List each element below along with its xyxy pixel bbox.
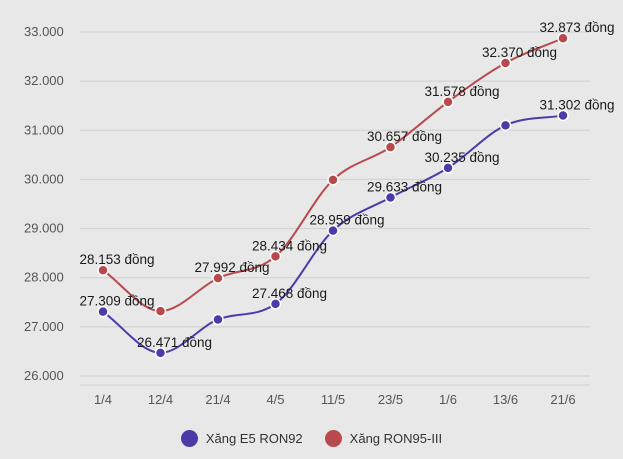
data-point	[212, 272, 224, 284]
line-chart: 26.000 27.000 28.000 29.000 30.000 31.000 32.0…	[24, 20, 615, 407]
data-point	[327, 224, 339, 237]
legend-swatch-ron95	[324, 430, 342, 447]
x-tick-label: 11/5	[321, 392, 345, 407]
data-label: 28.959 đồng	[309, 213, 384, 228]
data-label: 27.468 đồng	[252, 286, 327, 301]
y-tick-label: 29.000	[24, 221, 64, 236]
x-tick-label: 13/6	[493, 392, 518, 407]
x-tick-label: 4/5	[266, 392, 284, 407]
y-tick-label: 30.000	[24, 171, 64, 186]
data-label: 31.302 đồng	[539, 97, 614, 112]
legend-item-ron95[interactable]: Xăng RON95-III	[324, 430, 443, 447]
y-tick-label: 33.000	[24, 24, 64, 39]
data-point	[154, 305, 167, 317]
data-label: 32.873 đồng	[539, 20, 614, 35]
data-point	[442, 162, 454, 174]
data-point	[384, 191, 397, 204]
data-point	[269, 250, 282, 263]
x-tick-label: 12/4	[148, 392, 173, 407]
data-point	[442, 96, 454, 108]
data-label: 31.578 đồng	[424, 84, 499, 99]
data-point	[212, 313, 224, 326]
gridlines	[80, 31, 590, 386]
x-tick-label: 1/4	[94, 392, 112, 407]
data-point	[97, 264, 109, 276]
y-tick-label: 32.000	[24, 73, 64, 88]
data-point	[557, 32, 569, 44]
data-label: 30.657 đồng	[367, 129, 442, 144]
data-label: 30.235 đồng	[424, 150, 499, 165]
y-tick-label: 28.000	[24, 270, 64, 285]
y-tick-label: 31.000	[24, 122, 64, 137]
data-point	[499, 57, 512, 69]
y-axis: 26.000 27.000 28.000 29.000 30.000 31.000 32.0…	[24, 24, 64, 383]
data-point	[327, 174, 339, 186]
x-tick-label: 21/4	[205, 392, 230, 407]
data-label: 26.471 đồng	[137, 335, 212, 350]
data-label: 32.370 đồng	[482, 45, 557, 60]
y-tick-label: 27.000	[24, 319, 64, 334]
data-point	[499, 119, 512, 132]
x-tick-label: 23/5	[378, 392, 403, 407]
data-label: 28.434 đồng	[252, 238, 327, 253]
data-point	[384, 141, 397, 153]
data-label: 27.309 đồng	[79, 294, 154, 309]
data-label: 28.153 đồng	[79, 252, 154, 267]
legend-swatch-e5	[180, 430, 198, 447]
data-label: 29.633 đồng	[367, 179, 442, 194]
x-tick-label: 21/6	[550, 392, 575, 407]
data-point	[97, 305, 109, 318]
data-point	[557, 109, 569, 122]
y-tick-label: 26.000	[24, 368, 64, 383]
data-point	[269, 298, 282, 310]
x-axis: 1/4 12/4 21/4 4/5 11/5 23/5 1/6 13/6 21/6	[94, 392, 576, 407]
legend: Xăng E5 RON92 Xăng RON95-III	[0, 430, 623, 447]
legend-label-ron95: Xăng RON95-III	[349, 431, 443, 446]
x-tick-label: 1/6	[439, 392, 457, 407]
legend-label-e5: Xăng E5 RON92	[205, 431, 303, 446]
series-group	[97, 32, 569, 359]
data-point	[154, 347, 167, 359]
data-labels: 27.309 đồng 26.471 đồng 27.468 đồng 28.959 …	[79, 20, 614, 350]
legend-item-e5[interactable]: Xăng E5 RON92	[180, 430, 303, 447]
data-label: 27.992 đồng	[194, 260, 269, 275]
